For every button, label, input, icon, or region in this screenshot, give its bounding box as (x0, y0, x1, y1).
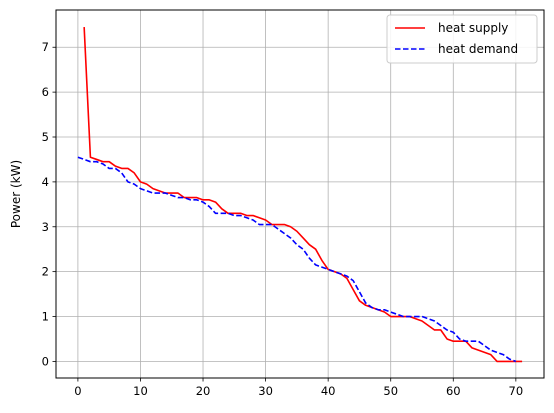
x-axis-ticks: 0 10 20 30 40 50 60 70 (74, 378, 523, 398)
x-tick-label: 20 (196, 384, 211, 398)
y-tick-label: 4 (42, 175, 49, 189)
x-tick-label: 70 (509, 384, 524, 398)
legend: heat supply heat demand (386, 14, 538, 64)
x-tick-label: 30 (258, 384, 273, 398)
y-axis-ticks: 0 1 2 3 4 5 6 7 (42, 40, 56, 368)
plot-frame (55, 9, 545, 379)
grid-lines (56, 10, 544, 378)
y-tick-label: 7 (42, 40, 49, 54)
y-axis-label: Power (kW) (9, 160, 23, 228)
series-layer (77, 27, 523, 363)
plot-area (56, 10, 544, 378)
y-tick-label: 3 (42, 220, 49, 234)
series-line-heat-demand (77, 156, 517, 363)
x-tick-label: 60 (446, 384, 461, 398)
x-tick-label: 40 (321, 384, 336, 398)
y-tick-label: 1 (42, 310, 49, 324)
x-tick-label: 10 (133, 384, 148, 398)
legend-label-heat-demand: heat demand (438, 42, 518, 56)
y-tick-label: 0 (42, 354, 49, 368)
x-tick-label: 50 (383, 384, 398, 398)
legend-label-heat-supply: heat supply (438, 21, 508, 35)
x-tick-label: 0 (74, 384, 81, 398)
y-tick-label: 5 (42, 130, 49, 144)
y-tick-label: 2 (42, 265, 49, 279)
y-tick-label: 6 (42, 85, 49, 99)
legend-box (386, 14, 538, 64)
series-line-heat-supply (83, 27, 523, 363)
